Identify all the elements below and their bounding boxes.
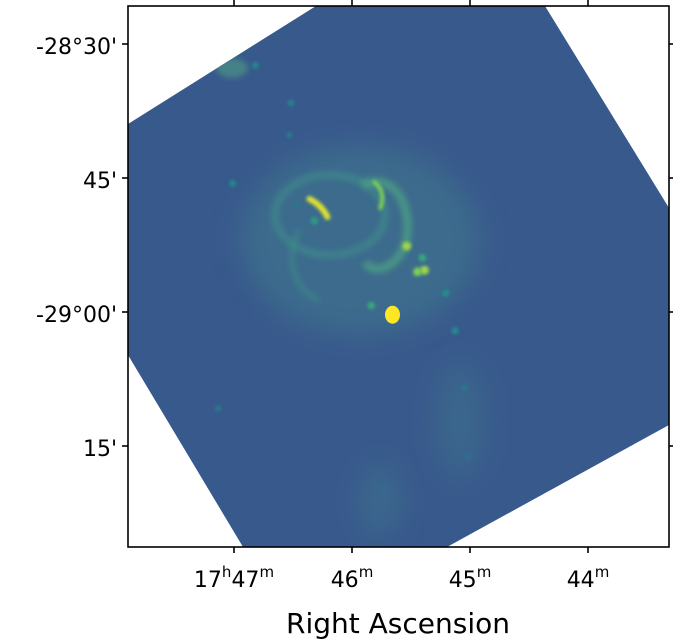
faint-source xyxy=(286,132,293,139)
faint-source xyxy=(287,99,295,107)
compact-knot xyxy=(367,301,376,310)
y-tick-label: 45' xyxy=(83,169,117,194)
faint-source xyxy=(229,180,237,187)
image-area xyxy=(128,6,669,547)
compact-knot xyxy=(420,265,429,275)
y-tick-label: -29°00' xyxy=(36,303,117,328)
emission-sources xyxy=(215,62,472,492)
faint-source xyxy=(293,201,300,208)
y-tick-label: 15' xyxy=(83,437,117,462)
x-tick-label: 45m xyxy=(449,563,492,593)
faint-source xyxy=(465,453,472,460)
y-tick-labels: -28°30' 45' -29°00' 15' xyxy=(36,35,117,462)
faint-source xyxy=(461,384,468,390)
compact-knot xyxy=(451,327,459,335)
y-tick-label: -28°30' xyxy=(36,35,117,60)
compact-knot xyxy=(442,289,450,297)
bright-arc xyxy=(306,195,331,220)
faint-source xyxy=(215,405,222,412)
compact-knot xyxy=(413,267,422,277)
compact-knot xyxy=(310,217,318,225)
axis-ticks xyxy=(122,0,673,553)
x-tick-label: 17h47m xyxy=(194,563,274,593)
faint-source xyxy=(251,62,259,69)
x-axis-title: Right Ascension xyxy=(286,607,510,640)
x-tick-label: 44m xyxy=(567,563,610,593)
x-tick-labels: 17h47m 46m 45m 44m xyxy=(194,563,609,593)
x-tick-label: 46m xyxy=(331,563,374,593)
axes-frame xyxy=(127,5,670,548)
compact-knot xyxy=(402,241,412,251)
arc-filament xyxy=(372,180,385,211)
faint-source xyxy=(380,486,387,492)
brightest-compact-source xyxy=(385,305,400,324)
compact-knot xyxy=(418,254,427,262)
